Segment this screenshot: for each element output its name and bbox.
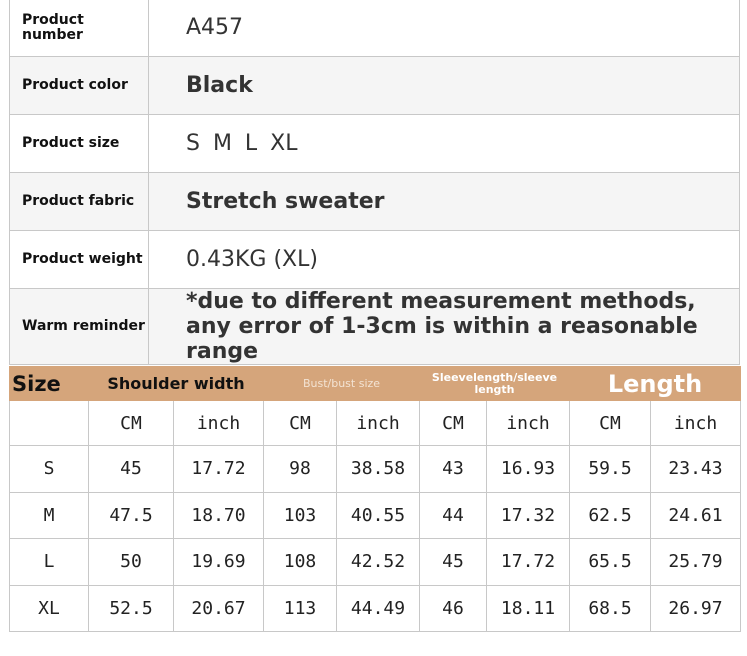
size-label: M [9,491,89,539]
measurement-cell: 43 [419,445,487,493]
measurement-cell: 24.61 [650,491,742,539]
measurement-cell: 65.5 [569,538,652,586]
header-length: Length [569,366,742,401]
unit-cell: inch [650,400,742,446]
measurement-cell: 44 [419,491,487,539]
measurement-cell: 19.69 [173,538,264,586]
measurement-cell: 113 [263,584,337,632]
info-row-color: Product color Black [9,55,740,115]
size-label: XL [9,584,89,632]
measurement-cell: 17.32 [485,491,571,539]
size-row: M 47.5 18.70 103 40.55 44 17.32 62.5 24.61 [9,491,742,539]
info-label: Product color [9,55,149,115]
size-label: S [9,445,89,493]
empty-cell [9,400,89,446]
size-label: L [9,538,89,586]
measurement-cell: 108 [263,538,337,586]
info-value: 0.43KG (XL) [148,229,740,289]
measurement-cell: 42.52 [336,538,420,586]
measurement-cell: 38.58 [336,445,420,493]
measurement-cell: 47.5 [88,491,174,539]
info-value: A457 [148,0,740,57]
size-header-row: Size Shoulder width Bust/bust size Sleev… [9,366,742,401]
measurement-cell: 18.70 [173,491,264,539]
size-row: XL 52.5 20.67 113 44.49 46 18.11 68.5 26.97 [9,584,742,632]
header-sleeve: Sleevelength/sleeve length [418,366,571,401]
header-bust: Bust/bust size [263,366,420,401]
unit-cell: CM [419,400,487,446]
info-label: Product size [9,113,149,173]
measurement-cell: 20.67 [173,584,264,632]
measurement-cell: 16.93 [485,445,571,493]
measurement-cell: 46 [419,584,487,632]
measurement-cell: 26.97 [650,584,742,632]
header-shoulder: Shoulder width [88,366,264,401]
info-row-reminder: Warm reminder *due to different measureme… [9,287,740,365]
info-value: Stretch sweater [148,171,740,231]
size-chart-table: Size Shoulder width Bust/bust size Sleev… [9,366,742,632]
info-label: Product weight [9,229,149,289]
measurement-cell: 45 [419,538,487,586]
unit-cell: inch [336,400,420,446]
measurement-cell: 98 [263,445,337,493]
unit-cell: CM [569,400,652,446]
product-info-table: Product number A457 Product color Black Pr… [9,0,740,365]
info-value: S M L XL [148,113,740,173]
info-value: *due to different measurement methods, a… [148,287,740,365]
measurement-cell: 40.55 [336,491,420,539]
measurement-cell: 59.5 [569,445,652,493]
info-row-weight: Product weight 0.43KG (XL) [9,229,740,289]
measurement-cell: 17.72 [173,445,264,493]
measurement-cell: 50 [88,538,174,586]
units-row: CM inch CM inch CM inch CM inch [9,400,742,446]
measurement-cell: 103 [263,491,337,539]
size-row: L 50 19.69 108 42.52 45 17.72 65.5 25.79 [9,538,742,586]
info-row-size: Product size S M L XL [9,113,740,173]
size-row: S 45 17.72 98 38.58 43 16.93 59.5 23.43 [9,445,742,493]
info-value: Black [148,55,740,115]
measurement-cell: 62.5 [569,491,652,539]
measurement-cell: 44.49 [336,584,420,632]
measurement-cell: 17.72 [485,538,571,586]
info-label: Product fabric [9,171,149,231]
unit-cell: inch [173,400,264,446]
unit-cell: inch [485,400,571,446]
measurement-cell: 23.43 [650,445,742,493]
measurement-cell: 52.5 [88,584,174,632]
info-label: Product number [9,0,149,57]
measurement-cell: 68.5 [569,584,652,632]
info-label: Warm reminder [9,287,149,365]
unit-cell: CM [88,400,174,446]
measurement-cell: 45 [88,445,174,493]
measurement-cell: 25.79 [650,538,742,586]
info-row-number: Product number A457 [9,0,740,57]
info-row-fabric: Product fabric Stretch sweater [9,171,740,231]
header-size: Size [9,366,89,401]
unit-cell: CM [263,400,337,446]
measurement-cell: 18.11 [485,584,571,632]
